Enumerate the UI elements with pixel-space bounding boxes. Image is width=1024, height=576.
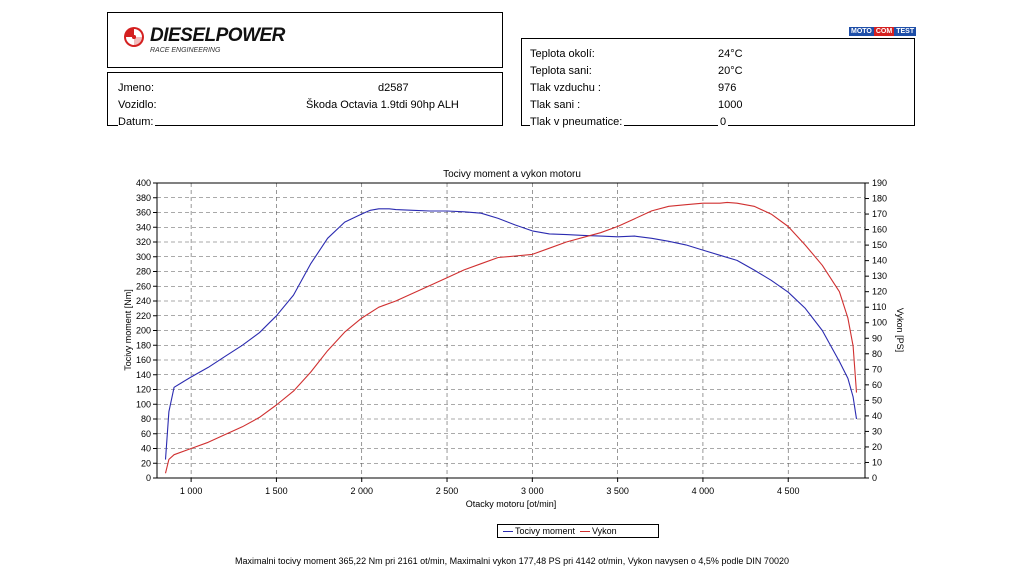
vehicle-info-panel: Jmeno: d2587 Vozidlo: Škoda Octavia 1.9t… — [107, 72, 503, 128]
y-right-tick-label: 160 — [872, 225, 887, 235]
y-left-tick-label: 80 — [141, 414, 151, 424]
y-left-tick-label: 340 — [136, 222, 151, 232]
turbo-logo-icon — [124, 27, 144, 47]
legend-swatch-torque — [503, 530, 513, 532]
chart-title: Tocivy moment a vykon motoru — [443, 169, 581, 180]
badge-part1: MOTO — [849, 27, 874, 36]
y-left-tick-label: 40 — [141, 444, 151, 454]
chart-series — [164, 201, 858, 474]
y-right-tick-label: 40 — [872, 411, 882, 421]
legend-label-power: Vykon — [592, 526, 617, 536]
y-axis-left-label: Tocivy moment [Nm] — [123, 289, 133, 371]
conditions-panel: Teplota okolí: 24°C Teplota sani: 20°C T… — [521, 38, 915, 128]
y-right-tick-label: 150 — [872, 240, 887, 250]
y-axis-right-label: Vykon [PS] — [895, 308, 905, 352]
cond-label-0: Teplota okolí: — [530, 48, 595, 60]
y-left-tick-label: 20 — [141, 458, 151, 468]
y-right-tick-label: 70 — [872, 364, 882, 374]
chart-axes: 0204060801001201401601802002202402602803… — [136, 178, 887, 496]
y-right-tick-label: 20 — [872, 442, 882, 452]
date-label: Datum: — [118, 116, 156, 128]
brand-name: DIESELPOWER — [150, 25, 285, 46]
y-right-tick-label: 30 — [872, 426, 882, 436]
badge-part2: COM — [873, 27, 895, 36]
x-tick-label: 2 000 — [350, 486, 373, 496]
y-left-tick-label: 240 — [136, 296, 151, 306]
y-right-tick-label: 180 — [872, 194, 887, 204]
y-left-tick-label: 380 — [136, 193, 151, 203]
x-tick-label: 1 000 — [180, 486, 203, 496]
legend-swatch-power — [580, 530, 590, 532]
x-tick-label: 4 500 — [777, 486, 800, 496]
y-left-tick-label: 200 — [136, 326, 151, 336]
y-right-tick-label: 0 — [872, 473, 877, 483]
y-left-tick-label: 120 — [136, 385, 151, 395]
logo-panel: DIESELPOWER RACE ENGINEERING — [107, 12, 503, 68]
summary-text: Maximalni tocivy moment 365,22 Nm pri 21… — [235, 556, 789, 566]
x-axis-label: Otacky motoru [ot/min] — [466, 499, 557, 509]
y-left-tick-label: 400 — [136, 178, 151, 188]
x-tick-label: 3 500 — [606, 486, 629, 496]
vehicle-label: Vozidlo: — [118, 99, 157, 111]
y-left-tick-label: 160 — [136, 355, 151, 365]
y-left-tick-label: 140 — [136, 370, 151, 380]
cond-value-2: 976 — [718, 82, 737, 94]
y-left-tick-label: 180 — [136, 340, 151, 350]
legend-label-torque: Tocivy moment — [515, 526, 576, 536]
y-left-tick-label: 300 — [136, 252, 151, 262]
y-right-tick-label: 10 — [872, 457, 882, 467]
y-right-tick-label: 50 — [872, 395, 882, 405]
y-right-tick-label: 80 — [872, 349, 882, 359]
y-right-tick-label: 120 — [872, 287, 887, 297]
y-left-tick-label: 280 — [136, 267, 151, 277]
legend-item-torque: Tocivy moment — [503, 525, 575, 537]
name-label: Jmeno: — [118, 82, 155, 94]
cond-label-2: Tlak vzduchu : — [530, 82, 601, 94]
y-left-tick-label: 60 — [141, 429, 151, 439]
y-right-tick-label: 100 — [872, 318, 887, 328]
y-left-tick-label: 260 — [136, 281, 151, 291]
y-right-tick-label: 140 — [872, 256, 887, 266]
cond-label-4: Tlak v pneumatice: — [530, 116, 625, 128]
cond-value-4: 0 — [718, 116, 729, 128]
x-tick-label: 2 500 — [436, 486, 459, 496]
y-right-tick-label: 170 — [872, 209, 887, 219]
legend-item-power: Vykon — [580, 525, 617, 537]
y-right-tick-label: 90 — [872, 333, 882, 343]
badge-part3: TEST — [894, 27, 917, 36]
power-series-line — [164, 201, 858, 474]
brand-subtitle: RACE ENGINEERING — [150, 47, 221, 54]
y-left-tick-label: 360 — [136, 208, 151, 218]
y-left-tick-label: 320 — [136, 237, 151, 247]
y-right-tick-label: 110 — [872, 302, 886, 312]
y-right-tick-label: 190 — [872, 178, 887, 188]
chart-grid — [157, 183, 865, 478]
y-right-tick-label: 130 — [872, 271, 887, 281]
x-tick-label: 3 000 — [521, 486, 544, 496]
cond-value-3: 1000 — [718, 99, 743, 111]
cond-value-0: 24°C — [718, 48, 743, 60]
cond-value-1: 20°C — [718, 65, 743, 77]
x-tick-label: 4 000 — [692, 486, 715, 496]
y-right-tick-label: 60 — [872, 380, 882, 390]
torque-series-line — [164, 208, 858, 460]
chart-legend: Tocivy moment Vykon — [497, 524, 659, 538]
dyno-chart: Tocivy moment a vykon motoru 0 20 40 60 80 10… — [123, 169, 905, 509]
y-left-tick-label: 100 — [136, 399, 151, 409]
motocomtest-badge: MOTO COM TEST — [849, 27, 917, 36]
y-left-tick-label: 0 — [146, 473, 151, 483]
y-left-tick-label: 220 — [136, 311, 151, 321]
vehicle-value: Škoda Octavia 1.9tdi 90hp ALH — [306, 99, 459, 111]
x-tick-label: 1 500 — [265, 486, 288, 496]
name-value: d2587 — [378, 82, 409, 94]
cond-label-1: Teplota sani: — [530, 65, 592, 77]
cond-label-3: Tlak sani : — [530, 99, 581, 111]
